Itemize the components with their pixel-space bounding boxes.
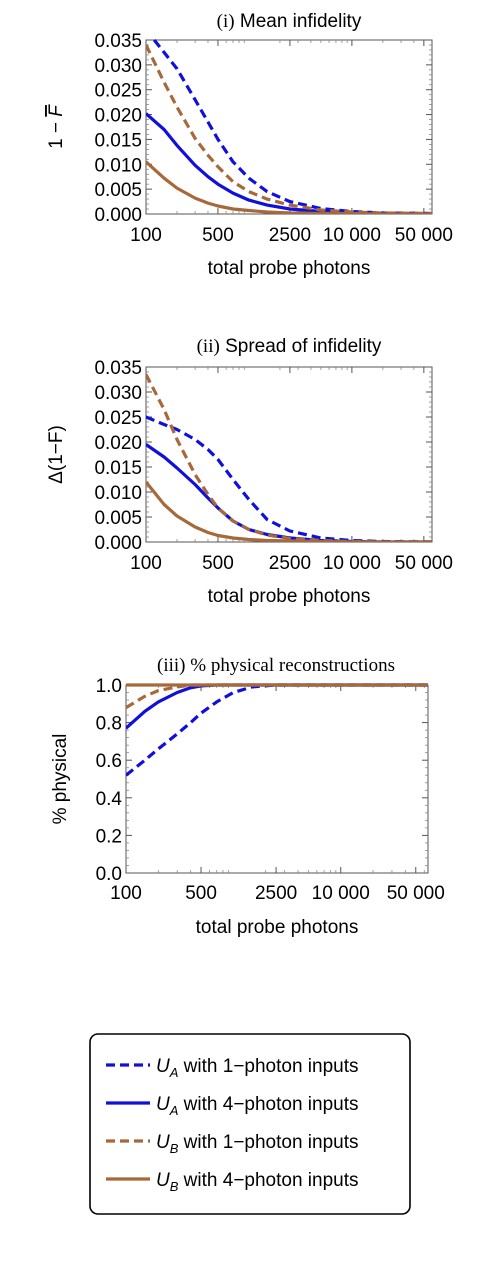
x-tick-label: 100 [110, 883, 142, 904]
y-tick-label: 0.0 [96, 864, 122, 885]
y-tick-label: 0.030 [94, 56, 142, 77]
y-axis-label: % physical [50, 734, 71, 825]
y-tick-label: 0.2 [96, 826, 122, 847]
x-tick-label: 50 000 [395, 553, 453, 574]
chart-panel-3: 0.0 0.2 0.4 0.6 0.8 1.0 100 500 2500 10 000 50 000… [50, 655, 445, 938]
legend-label: UB with 1−photon inputs [156, 1132, 359, 1156]
legend-item-ub-1: UB with 1−photon inputs [106, 1132, 359, 1156]
series-line-ua-1 [152, 39, 432, 214]
x-tick-label: 100 [130, 225, 162, 246]
y-tick-label: 0.010 [94, 155, 142, 176]
x-tick-label: 50 000 [395, 225, 453, 246]
y-tick-label: 0.6 [96, 751, 122, 772]
chart-title: (iii) % physical reconstructions [157, 655, 395, 676]
x-tick-label: 10 000 [323, 225, 381, 246]
y-tick-label: 0.015 [94, 130, 142, 151]
x-axis-label: total probe photons [196, 917, 359, 938]
x-axis-label: total probe photons [208, 258, 371, 279]
y-tick-label: 0.4 [96, 789, 123, 810]
legend-label: UB with 4−photon inputs [156, 1170, 359, 1194]
x-tick-label: 10 000 [312, 883, 370, 904]
x-tick-label: 50 000 [387, 883, 445, 904]
y-tick-label: 0.025 [94, 408, 142, 429]
x-tick-label: 2500 [269, 225, 311, 246]
series-line-ua-1 [126, 683, 428, 777]
y-tick-label: 0.030 [94, 383, 142, 404]
series-line-ub-4 [146, 480, 432, 542]
y-tick-label: 0.000 [94, 533, 142, 554]
y-tick-label: 0.010 [94, 483, 142, 504]
x-tick-label: 2500 [269, 553, 311, 574]
series-line-ub-1 [146, 44, 432, 214]
legend: UA with 1−photon inputs UA with 4−photon … [89, 1033, 411, 1215]
plot-frame [145, 366, 433, 543]
x-tick-label: 10 000 [323, 553, 381, 574]
y-tick-label: 0.005 [94, 180, 142, 201]
chart-panel-2: 0.000 0.005 0.010 0.015 0.020 0.025 0.030 0.035… [46, 336, 453, 607]
y-tick-label: 0.035 [94, 358, 142, 379]
legend-item-ua-1: UA with 1−photon inputs [106, 1056, 359, 1080]
y-tick-label: 0.020 [94, 433, 142, 454]
chart-title: (i) Mean infidelity [217, 11, 362, 32]
x-tick-label: 2500 [255, 883, 297, 904]
legend-item-ub-4: UB with 4−photon inputs [106, 1170, 359, 1194]
y-tick-label: 0.8 [96, 714, 122, 735]
legend-box [89, 1033, 411, 1215]
chart-panel-1: 0.000 0.005 0.010 0.015 0.020 0.025 0.030 0.035… [46, 11, 453, 279]
series-line-ub-1 [146, 373, 432, 542]
y-axis-label: Δ(1−F) [46, 425, 67, 484]
y-tick-label: 0.005 [94, 508, 142, 529]
series-line-ua-4 [146, 112, 432, 214]
y-tick-label: 0.025 [94, 81, 142, 102]
x-axis-label: total probe photons [208, 586, 371, 607]
y-tick-label: 0.020 [94, 106, 142, 127]
x-tick-label: 500 [202, 225, 234, 246]
chart-title: (ii) Spread of infidelity [197, 336, 382, 357]
series-line-ua-4 [146, 443, 432, 542]
legend-label: UA with 4−photon inputs [156, 1094, 359, 1118]
series-line-ua-4 [126, 683, 428, 730]
legend-item-ua-4: UA with 4−photon inputs [106, 1094, 359, 1118]
y-tick-label: 0.015 [94, 458, 142, 479]
x-tick-label: 500 [202, 553, 234, 574]
x-tick-label: 100 [130, 553, 162, 574]
legend-label: UA with 1−photon inputs [156, 1056, 359, 1080]
x-tick-label: 500 [185, 883, 217, 904]
y-tick-label: 0.035 [94, 31, 142, 52]
plot-frame [125, 684, 429, 874]
series-line-ub-4 [146, 160, 432, 214]
y-tick-label: 0.000 [94, 205, 142, 226]
y-tick-label: 1.0 [96, 676, 122, 697]
y-axis-label: 1 − F [46, 104, 67, 149]
